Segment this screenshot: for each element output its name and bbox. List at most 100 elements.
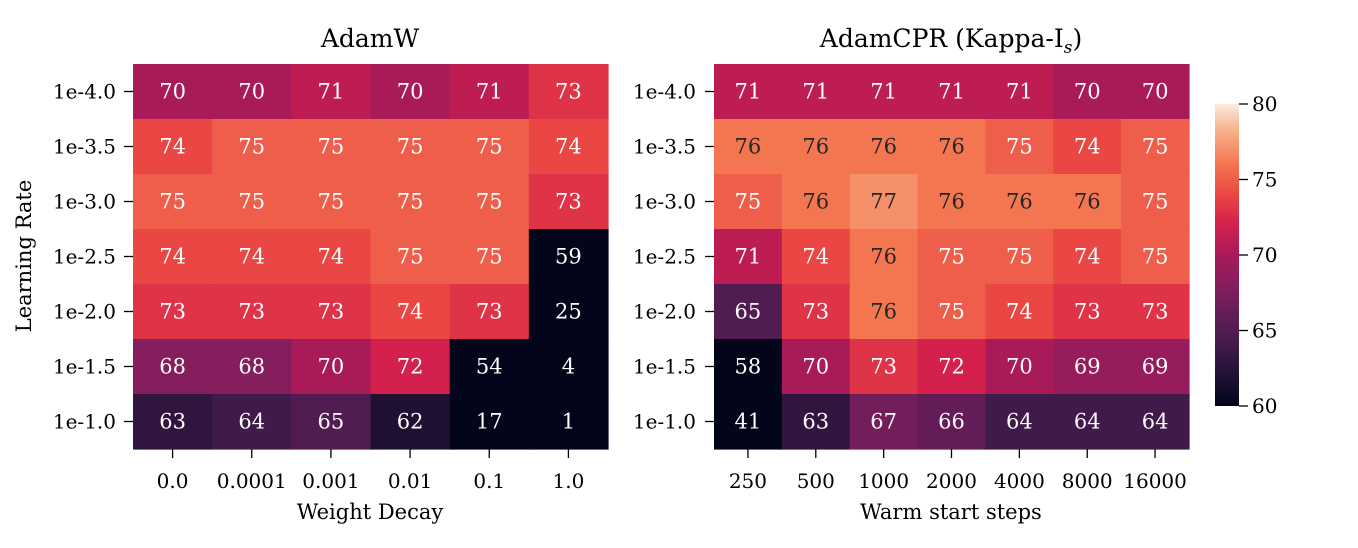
cell-value-label: 73: [555, 80, 582, 104]
heatmap-cell: [917, 284, 987, 340]
cell-value-label: 70: [159, 80, 186, 104]
cell-value-label: 64: [1006, 410, 1033, 434]
cell-value-label: 76: [870, 135, 897, 159]
heatmap-cell: [985, 394, 1054, 450]
adamcpr-x-axis-label: Warm start steps: [860, 500, 1042, 524]
cell-value-label: 75: [476, 135, 503, 159]
cell-value-label: 75: [159, 190, 186, 214]
cell-value-label: 74: [397, 300, 424, 324]
heatmap-cell: [1121, 339, 1190, 395]
cell-value-label: 73: [1142, 300, 1169, 324]
heatmap-cell: [917, 64, 987, 120]
heatmap-cell: [1121, 229, 1190, 285]
heatmap-cell: [849, 119, 919, 175]
cell-value-label: 75: [938, 245, 965, 269]
heatmap-cell: [528, 284, 609, 340]
cell-value-label: 70: [1142, 80, 1169, 104]
heatmap-cell: [449, 174, 530, 230]
heatmap-cell: [212, 394, 292, 450]
adamw-cells: 70 70 71 70 71 73 74 75 75 75 75 74 75 75 75 75 75 73 74 74…: [133, 64, 609, 450]
heatmap-cell: [849, 339, 919, 395]
colorbar-gradient: [1215, 104, 1239, 406]
heatmap-cell: [917, 339, 987, 395]
heatmap-cell: [849, 64, 919, 120]
adamw-title: AdamW: [320, 24, 420, 53]
cell-value-label: 76: [938, 190, 965, 214]
cell-value-label: 73: [159, 300, 186, 324]
heatmap-cell: [449, 339, 530, 395]
cell-value-label: 76: [1074, 190, 1101, 214]
cell-value-label: 67: [870, 410, 897, 434]
heatmap-cell: [291, 394, 372, 450]
adamcpr-title-subscript: s: [1064, 38, 1073, 58]
cell-value-label: 71: [735, 245, 762, 269]
heatmap-cell: [781, 229, 851, 285]
heatmap-cell: [917, 119, 987, 175]
y-tick-label: 1e-4.0: [633, 80, 696, 104]
cell-value-label: 59: [555, 245, 582, 269]
heatmap-cell: [370, 229, 451, 285]
heatmap-cell: [714, 119, 783, 175]
heatmap-cell: [449, 119, 530, 175]
y-tick-label: 1e-1.0: [633, 410, 696, 434]
cell-value-label: 64: [238, 410, 265, 434]
cell-value-label: 74: [1074, 245, 1101, 269]
cell-value-label: 75: [476, 190, 503, 214]
heatmap-cell: [985, 119, 1054, 175]
cell-value-label: 75: [1142, 190, 1169, 214]
colorbar-tick-label: 70: [1252, 243, 1277, 267]
x-tick-label: 1.0: [553, 469, 585, 493]
heatmap-cell: [849, 394, 919, 450]
heatmap-cell: [212, 119, 292, 175]
heatmap-cell: [133, 229, 213, 285]
cell-value-label: 73: [318, 300, 345, 324]
heatmap-cell: [917, 174, 987, 230]
cell-value-label: 77: [870, 190, 897, 214]
cell-value-label: 75: [318, 190, 345, 214]
heatmap-cell: [370, 174, 451, 230]
heatmap-cell: [781, 284, 851, 340]
heatmap-cell: [370, 284, 451, 340]
heatmap-cell: [781, 64, 851, 120]
cell-value-label: 76: [802, 190, 829, 214]
heatmap-cell: [781, 174, 851, 230]
adamcpr-title-main: AdamCPR (Kappa-I: [819, 24, 1064, 53]
heatmap-cell: [714, 284, 783, 340]
cell-value-label: 73: [802, 300, 829, 324]
x-tick-label: 0.001: [302, 469, 359, 493]
heatmap-cell: [212, 339, 292, 395]
heatmap-cell: [528, 394, 609, 450]
cell-value-label: 75: [735, 190, 762, 214]
heatmap-cell: [212, 174, 292, 230]
heatmap-cell: [1053, 394, 1122, 450]
cell-value-label: 70: [802, 355, 829, 379]
cell-value-label: 76: [938, 135, 965, 159]
cell-value-label: 75: [397, 245, 424, 269]
cell-value-label: 63: [159, 410, 186, 434]
cell-value-label: 64: [1074, 410, 1101, 434]
cell-value-label: 74: [555, 135, 582, 159]
x-tick-label: 0.1: [473, 469, 505, 493]
cell-value-label: 72: [397, 355, 424, 379]
heatmap-cell: [849, 174, 919, 230]
colorbar-tick-label: 65: [1252, 319, 1277, 343]
adamw-x-axis-label: Weight Decay: [297, 500, 444, 524]
cell-value-label: 72: [938, 355, 965, 379]
heatmap-cell: [1053, 119, 1122, 175]
y-tick-label: 1e-2.0: [53, 300, 116, 324]
colorbar-tick-label: 80: [1252, 92, 1277, 116]
heatmap-cell: [1053, 229, 1122, 285]
cell-value-label: 71: [318, 80, 345, 104]
cell-value-label: 75: [1006, 245, 1033, 269]
cell-value-label: 41: [735, 410, 762, 434]
heatmap-cell: [1053, 64, 1122, 120]
cell-value-label: 65: [735, 300, 762, 324]
cell-value-label: 65: [318, 410, 345, 434]
cell-value-label: 64: [1142, 410, 1169, 434]
heatmap-cell: [1053, 339, 1122, 395]
y-tick-label: 1e-2.5: [633, 245, 696, 269]
adamw-y-tick-labels: 1e-4.0 1e-3.5 1e-3.0 1e-2.5 1e-2.0 1e-1.5 1e-1…: [53, 80, 133, 434]
cell-value-label: 70: [1074, 80, 1101, 104]
heatmap-cell: [449, 229, 530, 285]
